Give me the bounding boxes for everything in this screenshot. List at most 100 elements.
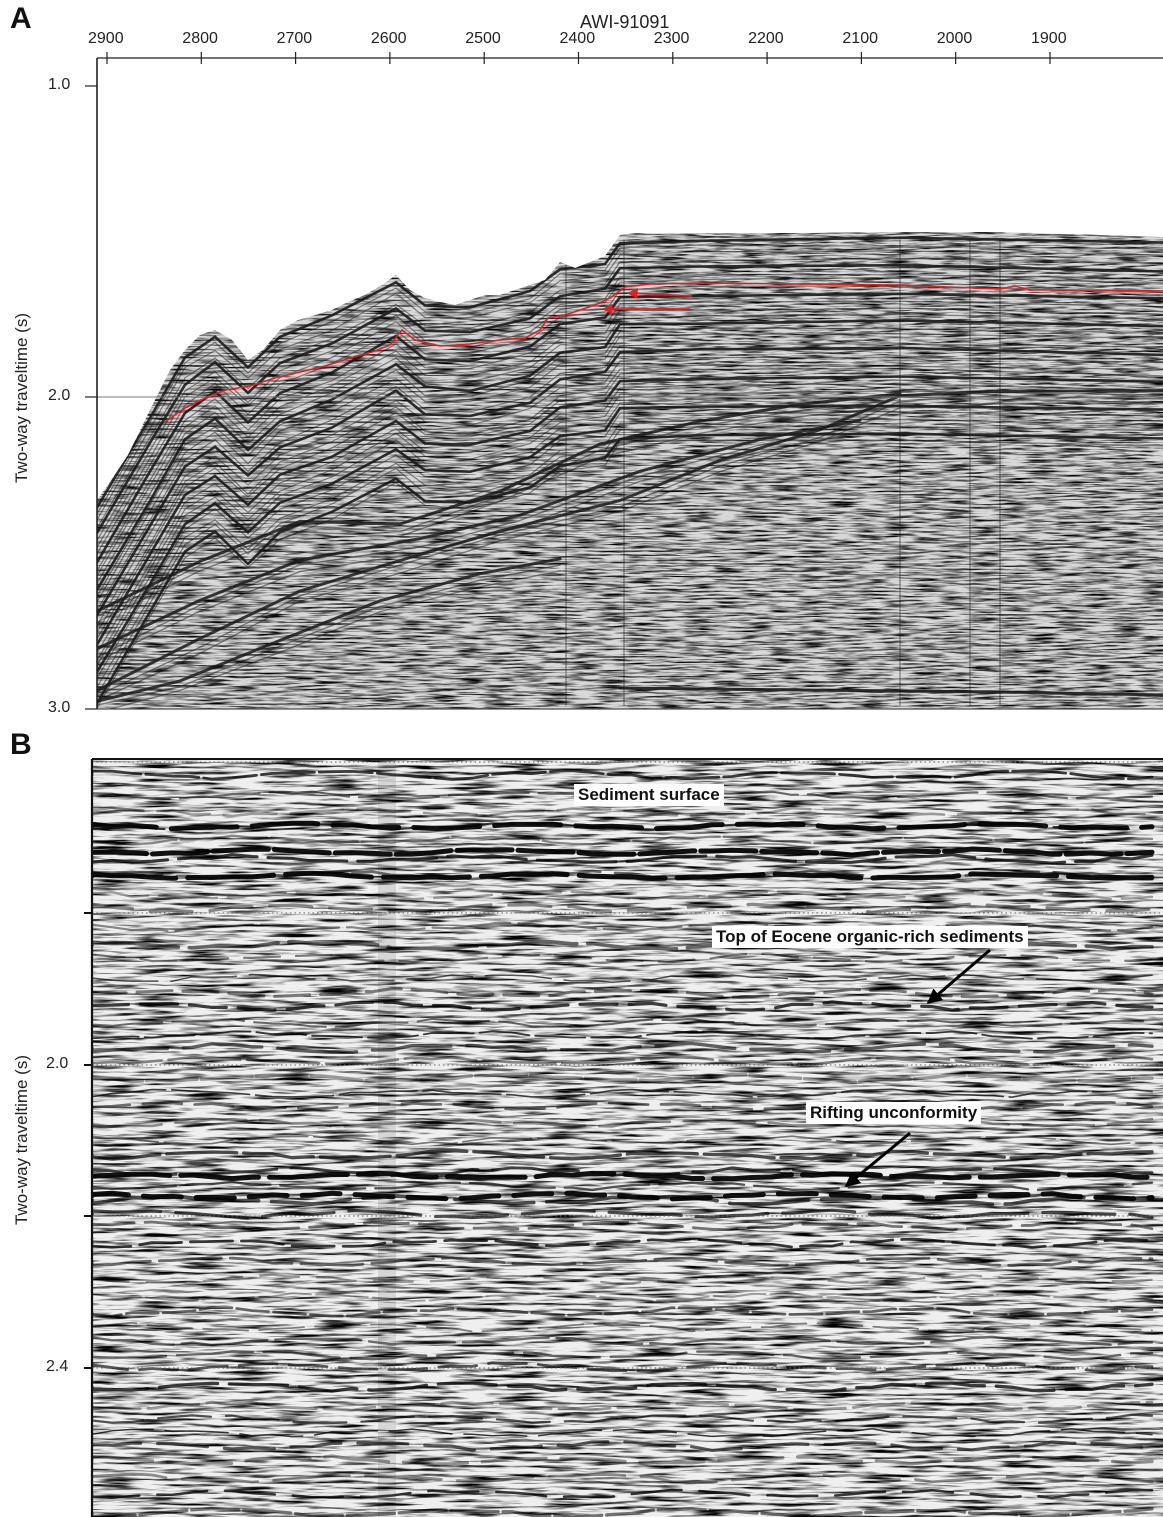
seismic-reflector	[92, 1088, 1153, 1099]
seismic-reflector	[97, 570, 561, 709]
panel-a-seismic-section	[85, 52, 1163, 710]
panel-a-xtick-label-2300: 2300	[653, 30, 690, 47]
eocene-arrow	[926, 948, 991, 1005]
panel-b-ytick-label-2-0: 2.0	[46, 1055, 69, 1072]
seismic-reflector	[97, 402, 1163, 702]
seismic-reflector	[97, 389, 1163, 693]
panel-a-y-axis-label: Two-way traveltime (s)	[12, 312, 31, 484]
red-arrow-upper	[626, 288, 693, 299]
seismic-reflector	[97, 383, 1163, 654]
seismic-reflector	[97, 364, 1163, 633]
seismic-reflector	[92, 846, 1155, 858]
seismic-reflector	[97, 426, 861, 658]
seismic-reflector	[97, 300, 1163, 572]
seismic-reflector	[97, 396, 1163, 666]
seismic-reflector	[97, 557, 562, 703]
seismic-reflector	[92, 1180, 1154, 1192]
seismic-reflector	[92, 1237, 1154, 1249]
panel-b-ytick-label-2-4: 2.4	[46, 1358, 69, 1375]
panel-b-reflectors	[92, 769, 1155, 1517]
seismic-reflector	[92, 1428, 1153, 1438]
panel-b-disturbed-zone	[378, 760, 396, 1517]
seismic-reflector	[92, 902, 1154, 914]
sediment-surface-label: Sediment surface	[574, 784, 724, 806]
seismic-reflector	[92, 870, 1155, 881]
seismic-reflector	[97, 273, 1163, 541]
seismic-reflector	[97, 392, 902, 613]
panel-a-xtick-label-2500: 2500	[465, 30, 501, 47]
panel-a-xtick-label-2000: 2000	[936, 30, 973, 47]
seismic-reflector	[97, 375, 1163, 646]
panel-b-letter: B	[10, 728, 32, 761]
seismic-reflector	[92, 987, 1154, 999]
rifting-arrow	[844, 1131, 911, 1188]
panel-a-xtick-label-2800: 2800	[182, 30, 218, 47]
rifting-unconformity-label: Rifting unconformity	[806, 1102, 982, 1124]
seismic-reflector	[92, 1472, 1154, 1484]
seismic-reflector	[92, 1166, 1154, 1178]
seismic-reflector	[97, 319, 1163, 592]
seismic-reflector	[92, 1190, 1155, 1202]
seismic-reflector	[97, 285, 1163, 555]
seismic-reflector	[92, 952, 1154, 963]
seismic-reflector	[92, 1350, 1154, 1361]
seismic-reflector	[97, 405, 901, 623]
panel-a-xtick-label-2900: 2900	[88, 30, 124, 47]
panel-a-ytick-label-1-0: 1.0	[48, 76, 71, 93]
panel-a-reflectors	[97, 236, 1163, 709]
seismic-reflector	[92, 1335, 1154, 1347]
seismic-reflector	[97, 432, 1163, 705]
seismic-reflector	[97, 276, 1163, 548]
seismic-reflector	[92, 1256, 1154, 1267]
seismic-reflector	[92, 1072, 1154, 1085]
seismic-reflector	[97, 236, 1163, 509]
panel-b-seismic-image	[92, 760, 1163, 1517]
seismic-reflector	[92, 1292, 1153, 1303]
seismic-reflector	[92, 1055, 1154, 1067]
seismic-reflector	[92, 1454, 1154, 1466]
seismic-reflector	[97, 313, 1163, 584]
seismic-reflector	[97, 410, 1163, 679]
seismic-reflector	[97, 418, 862, 651]
seismic-reflector	[92, 1400, 1154, 1412]
panel-a-x-ticks	[106, 52, 1051, 64]
seismic-reflector	[92, 1041, 1154, 1054]
seismic-reflector	[92, 1220, 1154, 1232]
seismic-reflector	[92, 1413, 1154, 1424]
seismic-line-title: AWI-91091	[580, 12, 670, 32]
eocene-label: Top of Eocene organic-rich sediments	[712, 926, 1028, 948]
seismic-reflector	[92, 1321, 1153, 1333]
seismic-reflector	[97, 327, 1163, 597]
panel-b-y-ticks	[84, 912, 92, 1369]
seismic-reflector	[97, 307, 1163, 577]
seismic-reflector	[97, 431, 861, 663]
panel-b-y-axis-label: Two-way traveltime (s)	[12, 1054, 31, 1226]
seismic-reflector	[92, 806, 1154, 818]
seismic-reflector	[92, 1170, 1155, 1182]
seismic-reflector	[92, 1030, 1153, 1040]
seismic-reflector	[92, 1273, 1154, 1285]
seismic-reflector	[97, 356, 1163, 627]
seismic-reflector	[92, 869, 1154, 881]
seismic-reflector	[92, 821, 1153, 831]
seismic-reflector	[92, 1488, 1154, 1500]
seismic-reflector	[97, 418, 1163, 688]
seismic-reflector	[97, 346, 1163, 617]
panel-a-xtick-label-2600: 2600	[370, 30, 407, 47]
panel-a-ytick-label-3-0: 3.0	[48, 699, 71, 716]
seismic-reflector	[92, 1381, 1154, 1393]
seismic-reflector	[92, 853, 1154, 865]
seismic-reflector	[97, 250, 1163, 521]
seismic-reflector	[92, 769, 1154, 781]
seismic-reflector	[97, 263, 1163, 535]
panel-a-xtick-label-2400: 2400	[559, 30, 596, 47]
seismic-reflector	[97, 368, 1163, 640]
panel-a-xtick-label-2200: 2200	[748, 30, 784, 47]
seismic-reflector	[618, 686, 1163, 697]
seismic-reflector	[92, 973, 1153, 983]
seismic-reflector	[92, 921, 1154, 933]
seismic-reflector	[97, 395, 1163, 697]
seismic-reflector	[92, 1440, 1154, 1452]
panel-a-xtick-label-1900: 1900	[1031, 30, 1067, 47]
seismic-reflector	[97, 425, 1163, 697]
